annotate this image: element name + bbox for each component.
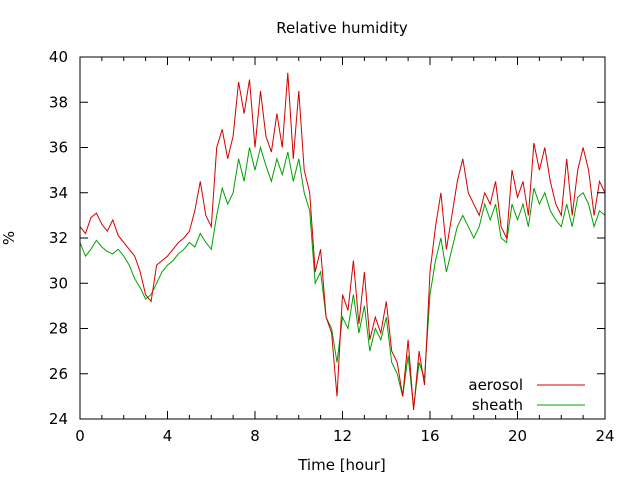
x-tick-label: 4 <box>163 427 173 445</box>
x-tick-label: 24 <box>595 427 614 445</box>
x-tick-label: 12 <box>333 427 352 445</box>
y-axis-label: % <box>0 231 18 245</box>
y-tick-label: 40 <box>49 48 68 66</box>
y-tick-label: 30 <box>49 274 68 292</box>
x-tick-label: 16 <box>420 427 439 445</box>
x-axis-label: Time [hour] <box>297 456 386 474</box>
y-tick-label: 28 <box>49 320 68 338</box>
y-tick-label: 36 <box>49 139 68 157</box>
y-tick-label: 26 <box>49 365 68 383</box>
plot-frame <box>79 56 606 420</box>
series-line-aerosol <box>79 72 606 411</box>
legend-label-sheath: sheath <box>472 396 523 414</box>
ticks-layer: 0 4 8 12 16 20 24 24 26 28 30 32 34 36 38 40 <box>49 48 615 445</box>
legend: aerosol sheath <box>468 376 585 414</box>
y-tick-label: 38 <box>49 93 68 111</box>
y-tick-label: 24 <box>49 410 68 428</box>
y-tick-label: 32 <box>49 229 68 247</box>
chart-title: Relative humidity <box>276 19 408 37</box>
x-tick-label: 8 <box>250 427 260 445</box>
legend-label-aerosol: aerosol <box>468 376 523 394</box>
y-tick-label: 34 <box>49 184 68 202</box>
series-layer <box>79 72 606 411</box>
x-tick-label: 0 <box>75 427 85 445</box>
x-tick-label: 20 <box>508 427 527 445</box>
series-line-sheath <box>79 145 606 408</box>
